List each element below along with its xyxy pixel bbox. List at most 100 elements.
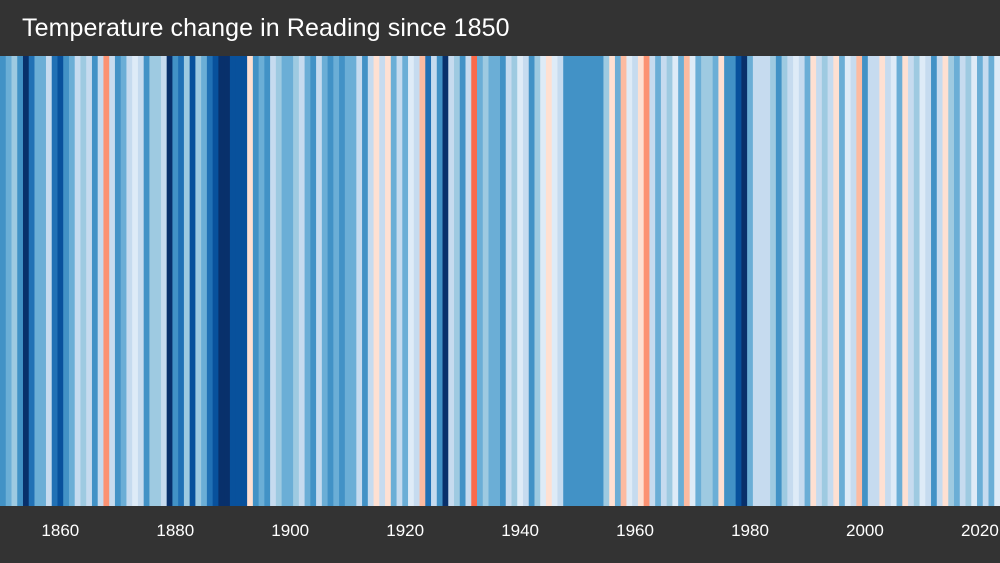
x-tick-label: 2020 (960, 521, 999, 540)
stripe-1863 (74, 56, 82, 506)
stripe-1952 (586, 56, 593, 506)
stripe-1993 (821, 56, 829, 506)
stripe-1862 (68, 56, 76, 506)
stripe-2016 (954, 56, 961, 506)
stripe-1970 (689, 56, 697, 506)
stripe-2009 (913, 56, 921, 506)
x-axis: 1860 1880 1900 1920 1940 1960 1980 2000 2020 (0, 506, 1000, 563)
stripe-1956 (609, 56, 616, 506)
stripe-1861 (63, 56, 70, 506)
stripe-1889 (224, 56, 231, 506)
stripe-2021 (982, 56, 990, 506)
stripe-1913 (362, 56, 369, 506)
stripe-1893 (247, 56, 254, 506)
stripe-1961 (637, 56, 645, 506)
stripe-1936 (494, 56, 501, 506)
stripe-1877 (155, 56, 162, 506)
stripe-1951 (580, 56, 587, 506)
x-tick-label: 1980 (731, 521, 769, 540)
stripe-1864 (80, 56, 87, 506)
stripe-1922 (413, 56, 421, 506)
stripe-1916 (379, 56, 386, 506)
stripe-1895 (258, 56, 265, 506)
stripe-1973 (706, 56, 714, 506)
stripe-2004 (885, 56, 892, 506)
stripe-1998 (850, 56, 857, 506)
stripe-1866 (91, 56, 99, 506)
stripe-1860 (57, 56, 64, 506)
stripe-1944 (540, 56, 547, 506)
stripe-1880 (172, 56, 179, 506)
stripe-1977 (729, 56, 737, 506)
stripe-1899 (281, 56, 288, 506)
stripe-1871 (120, 56, 128, 506)
stripe-1971 (695, 56, 702, 506)
stripe-1987 (787, 56, 794, 506)
stripe-1884 (195, 56, 202, 506)
stripe-1994 (827, 56, 834, 506)
stripe-1881 (178, 56, 185, 506)
stripe-1909 (339, 56, 346, 506)
stripe-1920 (402, 56, 409, 506)
stripe-1997 (844, 56, 852, 506)
stripe-1948 (563, 56, 570, 506)
stripe-2017 (959, 56, 967, 506)
stripe-1975 (718, 56, 725, 506)
x-tick-label: 1960 (616, 521, 654, 540)
stripe-1867 (97, 56, 105, 506)
stripe-1995 (833, 56, 840, 506)
stripe-1851 (5, 56, 13, 506)
stripe-1946 (551, 56, 559, 506)
stripe-2008 (908, 56, 915, 506)
stripe-1915 (373, 56, 380, 506)
stripe-1894 (252, 56, 260, 506)
stripe-1960 (632, 56, 639, 506)
stripe-1855 (28, 56, 36, 506)
stripe-1964 (655, 56, 662, 506)
stripe-2002 (873, 56, 880, 506)
stripe-1999 (856, 56, 863, 506)
stripe-1918 (390, 56, 398, 506)
stripe-1883 (189, 56, 197, 506)
stripe-2013 (936, 56, 944, 506)
x-tick-label: 1940 (501, 521, 540, 540)
stripe-1876 (149, 56, 156, 506)
stripe-2010 (919, 56, 926, 506)
stripe-2000 (862, 56, 869, 506)
stripe-1875 (143, 56, 151, 506)
stripe-2014 (942, 56, 949, 506)
stripe-1923 (419, 56, 426, 506)
stripe-1930 (459, 56, 467, 506)
stripe-1858 (45, 56, 53, 506)
stripe-1890 (229, 56, 237, 506)
stripe-2023 (994, 56, 1000, 506)
stripe-1976 (724, 56, 731, 506)
stripe-1958 (620, 56, 628, 506)
stripe-1914 (367, 56, 375, 506)
stripe-1887 (212, 56, 219, 506)
stripe-2019 (971, 56, 978, 506)
stripe-1901 (293, 56, 300, 506)
stripe-1902 (298, 56, 306, 506)
stripe-1949 (568, 56, 576, 506)
stripe-1868 (103, 56, 110, 506)
stripe-1886 (206, 56, 214, 506)
stripe-1856 (34, 56, 41, 506)
stripe-1917 (385, 56, 392, 506)
stripe-1954 (597, 56, 605, 506)
stripe-2006 (896, 56, 903, 506)
stripe-1897 (270, 56, 277, 506)
stripe-1882 (183, 56, 191, 506)
stripe-1939 (511, 56, 518, 506)
stripe-1966 (666, 56, 674, 506)
stripe-1898 (275, 56, 283, 506)
x-tick-label: 1860 (41, 521, 80, 540)
stripe-1900 (287, 56, 294, 506)
stripe-1945 (545, 56, 553, 506)
stripe-1982 (758, 56, 765, 506)
stripe-2001 (867, 56, 875, 506)
stripe-1879 (166, 56, 174, 506)
stripe-1931 (465, 56, 472, 506)
stripe-2012 (931, 56, 938, 506)
x-tick-label: 2000 (846, 521, 884, 540)
